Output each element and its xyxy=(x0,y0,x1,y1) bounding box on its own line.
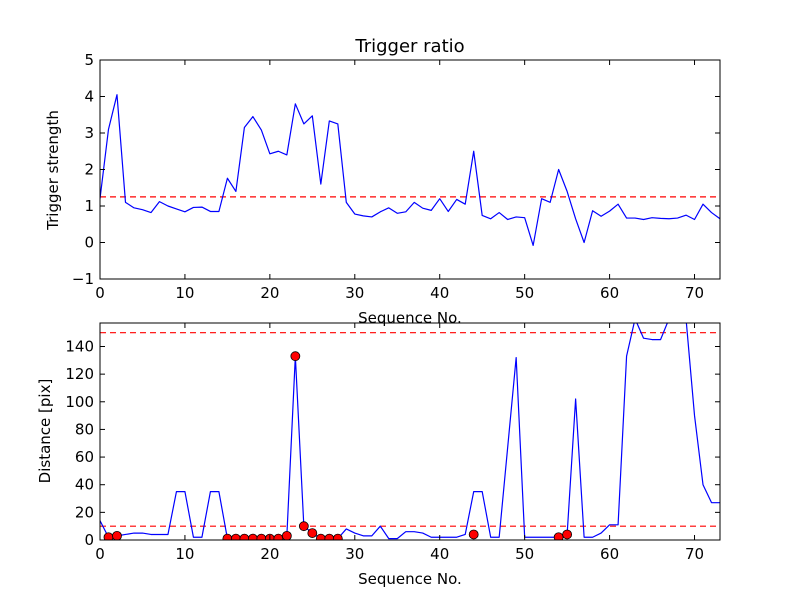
bottom-series-line-0 xyxy=(100,323,720,540)
top-y-tick-label: 3 xyxy=(84,124,94,142)
top-x-tick-label: 60 xyxy=(600,284,619,302)
bottom-y-tick-label: 20 xyxy=(75,503,94,521)
bottom-marker-point xyxy=(290,351,301,362)
bottom-y-tick-label: 60 xyxy=(75,448,94,466)
top-axes-frame xyxy=(99,59,721,280)
bottom-marker-point xyxy=(112,530,122,540)
bottom-marker-point xyxy=(468,529,479,540)
top-x-tick-label: 10 xyxy=(175,284,194,302)
top-x-tick-label: 20 xyxy=(260,284,279,302)
bottom-marker-point xyxy=(247,533,258,540)
bottom-x-tick-label: 70 xyxy=(685,545,704,563)
bottom-axes-frame xyxy=(99,322,721,541)
top-y-tick-label: 0 xyxy=(84,234,94,252)
top-x-tick-label: 50 xyxy=(515,284,534,302)
bottom-y-tick-label: 140 xyxy=(65,337,94,355)
bottom-x-tick-label: 60 xyxy=(600,545,619,563)
bottom-ticks: 0 10 20 30 40 50 60 70 0 20 40 60 80 100 120 140 xyxy=(65,323,720,563)
bottom-y-tick-label: 120 xyxy=(65,365,94,383)
top-x-axis-label: Sequence No. xyxy=(358,309,462,327)
bottom-x-tick-label: 0 xyxy=(95,545,105,563)
bottom-x-tick-label: 40 xyxy=(430,545,449,563)
top-x-tick-label: 30 xyxy=(345,284,364,302)
bottom-marker-point xyxy=(273,533,284,540)
top-y-tick-label: 4 xyxy=(84,88,94,106)
bottom-marker-point xyxy=(230,533,241,540)
top-x-tick-label: 40 xyxy=(430,284,449,302)
top-plot-area xyxy=(100,94,720,247)
bottom-marker-point xyxy=(307,528,318,538)
bottom-marker-point xyxy=(324,533,335,540)
top-y-tick-label: 5 xyxy=(84,51,94,69)
bottom-x-tick-label: 20 xyxy=(260,545,279,563)
bottom-marker-point xyxy=(256,533,267,540)
bottom-x-tick-label: 30 xyxy=(345,545,364,563)
bottom-marker-point xyxy=(239,533,250,540)
bottom-x-tick-label: 50 xyxy=(515,545,534,563)
bottom-y-tick-label: 40 xyxy=(75,476,94,494)
bottom-marker-point xyxy=(562,529,573,540)
bottom-y-tick-label: 80 xyxy=(75,420,94,438)
top-x-tick-label: 0 xyxy=(95,284,105,302)
bottom-y-tick-label: 0 xyxy=(84,531,94,549)
bottom-y-tick-label: 100 xyxy=(65,393,94,411)
bottom-chart: 0 10 20 30 40 50 60 70 0 20 40 60 80 100 120 140 Sequen… xyxy=(36,322,721,588)
bottom-y-axis-label: Distance [pix] xyxy=(36,379,54,484)
bottom-marker-point xyxy=(222,533,233,540)
chart-title: Trigger ratio xyxy=(354,36,464,57)
top-x-tick-label: 70 xyxy=(685,284,704,302)
top-y-tick-label: 2 xyxy=(84,161,94,179)
bottom-marker-point xyxy=(332,533,343,540)
bottom-marker-point xyxy=(281,530,292,540)
bottom-plot-area xyxy=(100,323,720,540)
bottom-x-tick-label: 10 xyxy=(175,545,194,563)
top-series-line-0 xyxy=(100,94,720,247)
bottom-marker-point xyxy=(315,533,326,540)
bottom-marker-point xyxy=(298,521,309,532)
top-y-tick-label: 1 xyxy=(84,197,94,215)
bottom-x-axis-label: Sequence No. xyxy=(358,570,462,588)
top-y-tick-label: −1 xyxy=(72,270,94,288)
top-y-axis-label: Trigger strength xyxy=(44,110,62,231)
